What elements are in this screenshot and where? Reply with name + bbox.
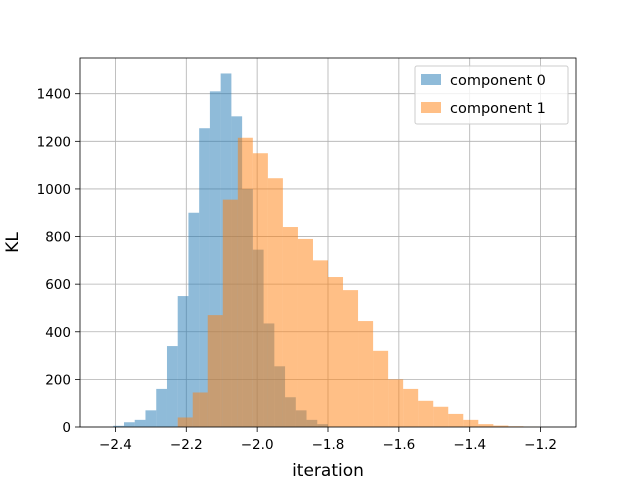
y-tick-label: 1000 (37, 182, 71, 198)
x-tick-label: −2.0 (241, 437, 274, 453)
bar-component-0 (113, 425, 125, 427)
y-axis-ticks: 0 200 400 600 800 1000 1200 1400 (37, 87, 80, 436)
y-tick-label: 200 (45, 372, 71, 388)
bar-component-0 (134, 419, 146, 427)
bar-component-0 (199, 128, 210, 427)
y-tick-label: 1400 (37, 87, 71, 103)
legend-box (414, 65, 569, 125)
bar-component-1 (388, 379, 404, 427)
bar-component-1 (207, 315, 223, 427)
bar-component-1 (358, 321, 374, 427)
bar-component-0 (177, 296, 189, 427)
bar-component-1 (312, 260, 328, 427)
bars (113, 73, 539, 428)
y-tick-label: 800 (45, 230, 71, 246)
y-axis-label: KL (3, 232, 23, 253)
bar-component-0 (156, 388, 167, 427)
bar-component-0 (209, 91, 221, 427)
bar-component-1 (448, 413, 464, 427)
series-component-1 (177, 137, 539, 427)
bar-component-1 (493, 425, 509, 427)
legend: component 0 component 1 (414, 65, 569, 125)
legend-swatch-component-1 (421, 102, 441, 113)
bar-component-1 (177, 417, 193, 427)
bar-component-1 (418, 400, 434, 427)
bar-component-1 (478, 424, 494, 427)
legend-swatch-component-0 (421, 74, 441, 85)
x-axis-label: iteration (292, 461, 364, 480)
legend-label-component-1: component 1 (450, 101, 546, 117)
bar-component-1 (463, 419, 479, 427)
bar-component-1 (267, 178, 283, 427)
legend-label-component-0: component 0 (450, 73, 546, 89)
bar-component-1 (373, 350, 389, 427)
bar-component-1 (222, 199, 238, 427)
x-tick-label: −1.2 (524, 437, 557, 453)
bar-component-1 (433, 406, 449, 427)
bar-component-1 (282, 227, 298, 427)
bar-component-1 (192, 392, 208, 427)
bar-component-0 (166, 346, 178, 427)
bar-component-1 (343, 290, 359, 427)
bar-component-1 (237, 137, 253, 427)
bar-component-1 (252, 153, 268, 427)
bar-component-1 (403, 388, 419, 427)
x-axis-ticks: −2.4 −2.2 −2.0 −1.8 −1.6 −1.4 −1.2 (99, 427, 557, 453)
x-tick-label: −1.4 (453, 437, 486, 453)
y-tick-label: 400 (45, 325, 71, 341)
y-tick-label: 1200 (37, 134, 71, 150)
y-tick-label: 600 (45, 277, 71, 293)
bar-component-1 (297, 238, 313, 427)
bar-component-0 (124, 422, 135, 427)
bar-component-0 (188, 212, 200, 427)
y-tick-label: 0 (62, 420, 71, 436)
x-tick-label: −1.6 (382, 437, 415, 453)
x-tick-label: −2.4 (99, 437, 132, 453)
x-tick-label: −1.8 (312, 437, 345, 453)
bar-component-0 (145, 410, 157, 427)
x-tick-label: −2.2 (170, 437, 203, 453)
bar-component-1 (328, 277, 344, 427)
